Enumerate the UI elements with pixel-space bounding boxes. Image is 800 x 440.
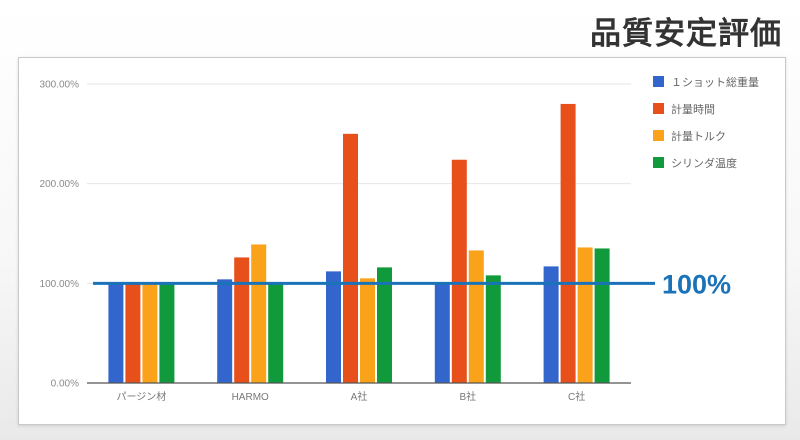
bar-2	[451, 159, 467, 383]
bar-4	[268, 283, 284, 383]
bar-2	[125, 283, 141, 383]
bar-4	[485, 275, 501, 383]
y-tick-label: 100.00%	[40, 279, 80, 290]
legend-swatch	[653, 76, 664, 87]
slide-title: 品質安定評価	[590, 16, 782, 52]
bar-2	[560, 103, 576, 383]
bar-4	[377, 267, 392, 383]
bar-1	[326, 271, 341, 383]
legend-swatch	[653, 157, 664, 168]
bar-3	[251, 244, 267, 383]
legend-swatch	[653, 103, 664, 114]
bar-2	[234, 257, 250, 383]
x-category-label: C社	[568, 390, 585, 403]
x-category-label: パージン材	[116, 390, 166, 403]
legend-label: 計量トルク	[671, 129, 726, 143]
y-tick-label: 0.00%	[51, 379, 79, 390]
bar-4	[594, 248, 610, 383]
reference-label: 100%	[662, 269, 731, 299]
bar-1	[108, 283, 124, 383]
bar-3	[360, 278, 375, 383]
legend-label: １ショット総重量	[671, 75, 759, 89]
bar-chart: 0.00% 100.00% 200.00% 300.00% パージン材 HARMO A社 B社…	[40, 75, 759, 403]
bar-1	[217, 279, 233, 383]
y-tick-label: 300.00%	[40, 80, 80, 91]
bar-1	[543, 266, 559, 383]
legend-label: シリンダ温度	[671, 156, 737, 170]
x-category-label: B社	[459, 390, 476, 403]
y-tick-label: 200.00%	[40, 179, 80, 190]
chart-frame: 0.00% 100.00% 200.00% 300.00% パージン材 HARMO A社 B社…	[18, 57, 786, 425]
bar-1	[434, 283, 450, 383]
bar-3	[142, 283, 158, 383]
bar-4	[159, 283, 175, 383]
legend-label: 計量時間	[671, 102, 715, 116]
legend-swatch	[653, 130, 664, 141]
x-category-label: A社	[351, 390, 368, 403]
bar-3	[468, 250, 484, 383]
x-category-label: HARMO	[232, 392, 269, 403]
bar-2	[343, 133, 358, 383]
bar-3	[577, 247, 593, 383]
